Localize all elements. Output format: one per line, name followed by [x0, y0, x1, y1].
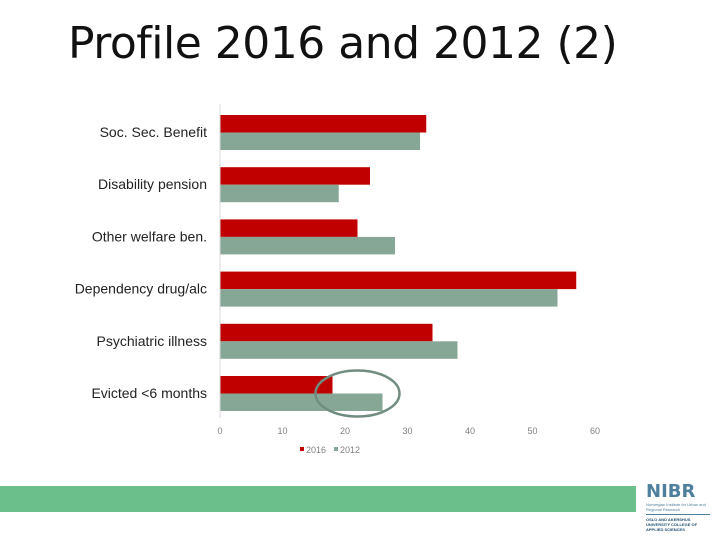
bar-2012	[220, 184, 339, 203]
nibr-logo: NIBR Norwegian Institute for Urban and R…	[646, 482, 716, 538]
chart-legend: 2016 2012	[300, 445, 360, 455]
x-tick-label: 10	[277, 426, 287, 436]
bar-2012	[220, 132, 420, 150]
bar-2016	[220, 115, 427, 133]
legend-swatch	[300, 447, 304, 451]
bar-chart: Soc. Sec. Benefit Disability pension Other…	[75, 104, 600, 455]
category-label: Evicted <6 months	[91, 385, 207, 401]
legend-label: 2016	[306, 445, 326, 455]
category-label: Psychiatric illness	[97, 333, 207, 349]
bar-2016	[220, 167, 370, 185]
category-label: Soc. Sec. Benefit	[100, 124, 208, 140]
x-tick-label: 50	[527, 426, 537, 436]
category-label: Disability pension	[98, 176, 207, 192]
bar-2016	[220, 323, 433, 342]
chart-bars	[220, 115, 577, 411]
bar-2012	[220, 236, 395, 255]
legend-swatch	[334, 447, 338, 451]
logo-university: OSLO AND AKERSHUS UNIVERSITY COLLEGE OF …	[646, 517, 698, 532]
x-axis-ticks: 0 10 20 30 40 50 60	[217, 426, 600, 436]
x-tick-label: 40	[465, 426, 475, 436]
logo-subtitle: Norwegian Institute for Urban and Region…	[646, 502, 706, 512]
footer-bar	[0, 486, 636, 512]
logo-divider	[646, 514, 710, 515]
category-label: Dependency drug/alc	[75, 281, 207, 297]
page-title: Profile 2016 and 2012 (2)	[68, 18, 618, 69]
bar-2016	[220, 376, 333, 394]
bar-2012	[220, 289, 558, 307]
bar-2012	[220, 393, 383, 411]
bar-2012	[220, 341, 458, 359]
x-tick-label: 60	[590, 426, 600, 436]
annotation-ellipse	[314, 369, 401, 418]
bar-2016	[220, 219, 358, 237]
x-tick-label: 20	[340, 426, 350, 436]
category-label: Other welfare ben.	[92, 228, 207, 244]
logo-name: NIBR	[646, 481, 696, 502]
x-tick-label: 30	[402, 426, 412, 436]
x-tick-label: 0	[217, 426, 222, 436]
bar-2016	[220, 271, 577, 290]
category-labels: Soc. Sec. Benefit Disability pension Other…	[75, 124, 207, 401]
legend-label: 2012	[340, 445, 360, 455]
